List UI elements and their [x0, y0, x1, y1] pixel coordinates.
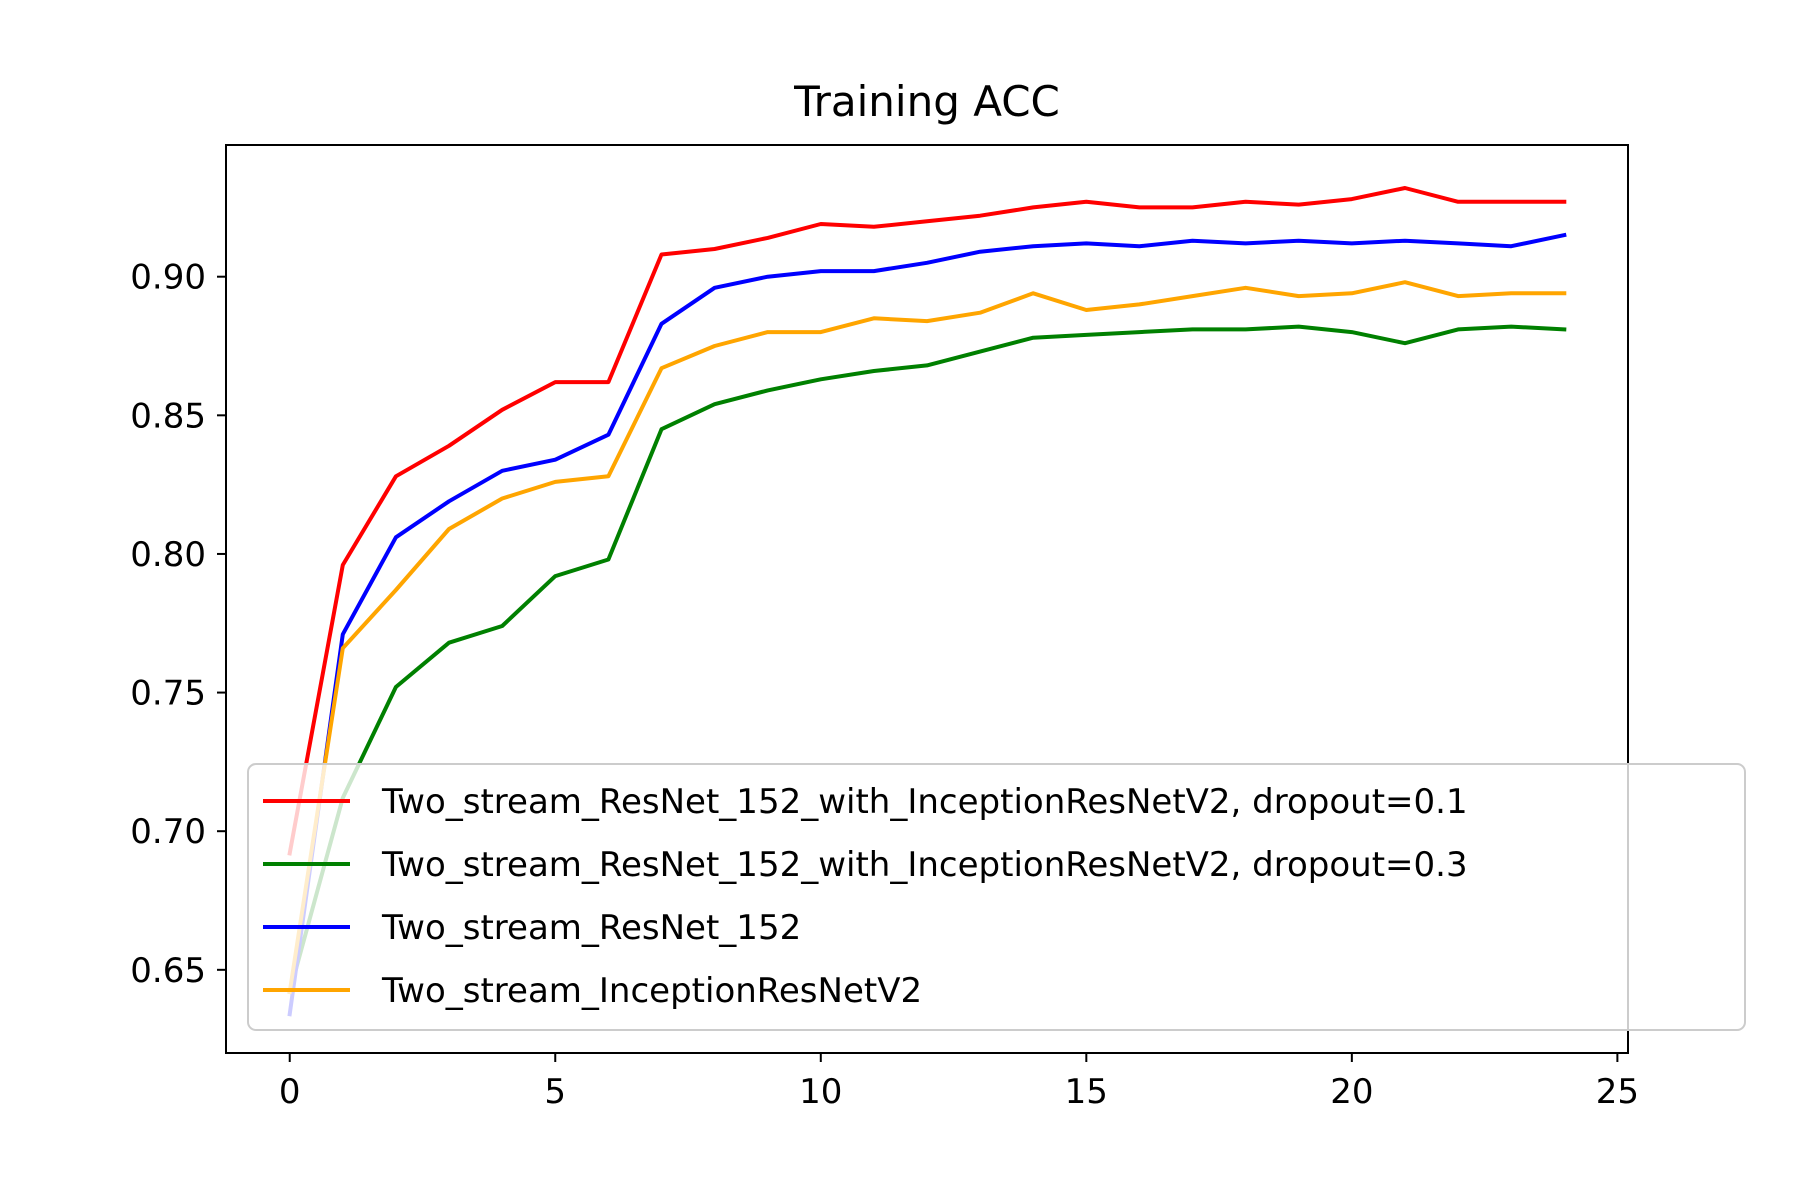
x-tick-label: 5 [544, 1072, 566, 1112]
legend-label-1: Two_stream_ResNet_152_with_InceptionResN… [381, 782, 1468, 822]
y-tick-label: 0.70 [130, 812, 206, 852]
legend-label-4: Two_stream_InceptionResNetV2 [381, 971, 922, 1011]
y-tick-label: 0.65 [130, 951, 206, 991]
plot-frame [225, 144, 1629, 1054]
y-tick-label: 0.75 [130, 674, 206, 714]
y-tick-label: 0.90 [130, 258, 206, 298]
x-tick-label: 20 [1330, 1072, 1373, 1112]
chart-title: Training ACC [793, 77, 1060, 126]
x-tick-label: 10 [799, 1072, 842, 1112]
legend-box [247, 763, 1746, 1031]
legend-label-2: Two_stream_ResNet_152_with_InceptionResN… [381, 845, 1468, 885]
series-line-1 [287, 186, 1567, 856]
series-layer [287, 186, 1567, 1017]
y-tick-label: 0.80 [130, 535, 206, 575]
series-line-4 [287, 280, 1567, 995]
y-axis: 0.65 0.70 0.75 0.80 0.85 0.90 [130, 258, 226, 991]
x-tick-label: 25 [1596, 1072, 1639, 1112]
legend-label-3: Two_stream_ResNet_152 [381, 908, 801, 948]
series-line-2 [287, 324, 1567, 995]
x-axis: 0 5 10 15 20 25 [279, 1053, 1639, 1112]
x-tick-label: 15 [1065, 1072, 1108, 1112]
legend: Two_stream_ResNet_152_with_InceptionResN… [247, 763, 1746, 1031]
x-tick-label: 0 [279, 1072, 301, 1112]
series-line-3 [287, 232, 1567, 1017]
y-tick-label: 0.85 [130, 396, 206, 436]
